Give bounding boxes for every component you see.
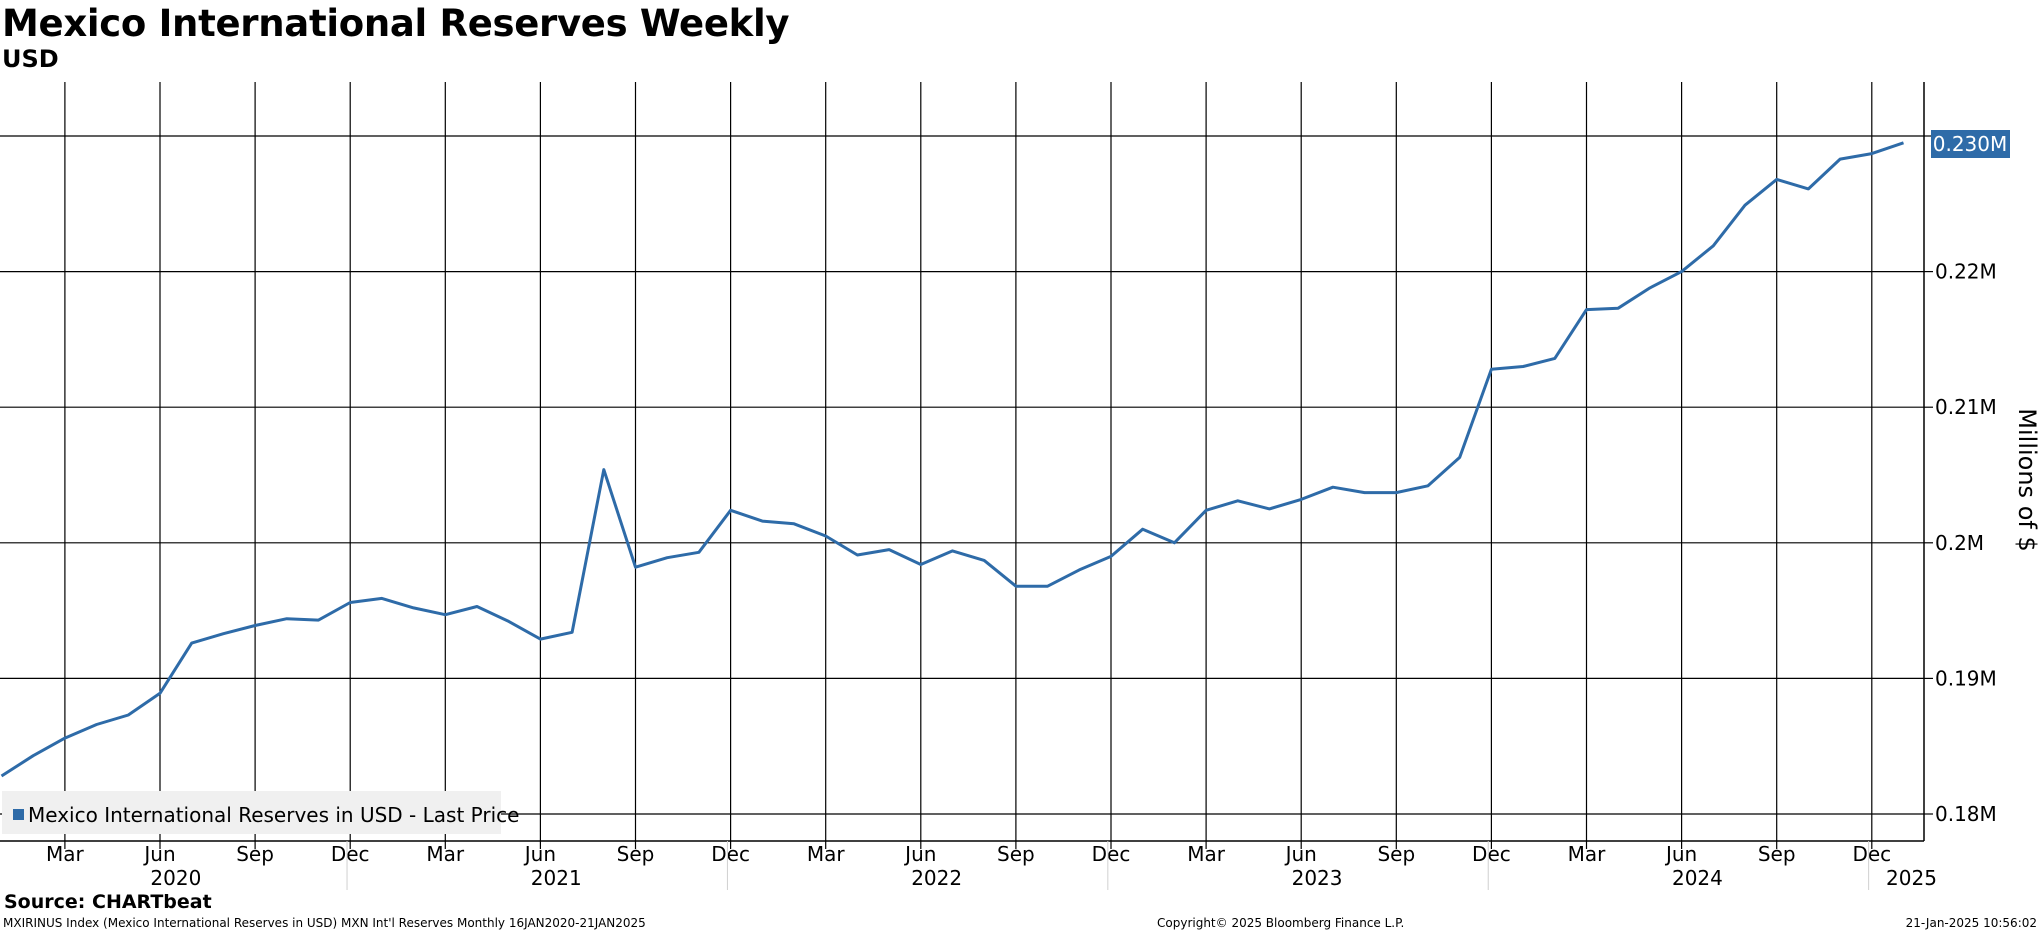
legend-background xyxy=(2,791,501,834)
x-month-label: Dec xyxy=(711,842,750,866)
last-price-label: 0.230M xyxy=(1931,130,2010,158)
series-line xyxy=(0,141,1904,778)
chart-subtitle: USD xyxy=(2,45,59,73)
x-month-label: Mar xyxy=(426,842,465,866)
x-axis: Mar Jun Sep Dec Mar Jun Sep Dec Mar Jun Sep Dec Mar J… xyxy=(46,841,1937,890)
y-tick-label: 0.22M xyxy=(1935,260,1997,284)
footer-timestamp: 21-Jan-2025 10:56:02 xyxy=(1905,916,2037,930)
x-year-label: 2024 xyxy=(1672,866,1723,890)
y-tick-label: 0.19M xyxy=(1935,666,1997,690)
x-month-label: Dec xyxy=(331,842,370,866)
x-month-label: Dec xyxy=(1852,842,1891,866)
y-axis: 0.18M 0.19M 0.2M 0.21M 0.22M xyxy=(1924,135,1997,826)
x-year-label: 2025 xyxy=(1886,866,1937,890)
footer-series-info: MXIRINUS Index (Mexico International Res… xyxy=(3,916,646,930)
x-month-label: Sep xyxy=(236,842,274,866)
last-price-text: 0.230M xyxy=(1933,132,2008,156)
footer-copyright: Copyright© 2025 Bloomberg Finance L.P. xyxy=(1157,916,1405,930)
x-month-label: Mar xyxy=(807,842,846,866)
x-month-label: Sep xyxy=(1758,842,1796,866)
chart-title: Mexico International Reserves Weekly xyxy=(2,2,790,45)
x-month-label: Jun xyxy=(523,842,556,866)
y-tick-label: 0.18M xyxy=(1935,802,1997,826)
y-tick-label: 0.2M xyxy=(1935,531,1984,555)
x-month-label: Sep xyxy=(997,842,1035,866)
x-month-label: Jun xyxy=(1664,842,1697,866)
x-year-label: 2020 xyxy=(150,866,201,890)
y-axis-label: Millions of $ xyxy=(2013,408,2041,551)
x-year-label: 2023 xyxy=(1292,866,1343,890)
last-price-box xyxy=(1931,130,2010,158)
x-month-label: Dec xyxy=(1092,842,1131,866)
x-month-label: Dec xyxy=(1472,842,1511,866)
grid-lines xyxy=(0,82,1924,841)
legend-label: Mexico International Reserves in USD - L… xyxy=(28,803,519,827)
y-tick-label: 0.21M xyxy=(1935,395,1997,419)
x-year-label: 2021 xyxy=(531,866,582,890)
x-month-label: Mar xyxy=(1187,842,1226,866)
x-month-label: Sep xyxy=(617,842,655,866)
source-note: Source: CHARTbeat xyxy=(4,891,212,913)
x-year-label: 2022 xyxy=(911,866,962,890)
x-month-label: Jun xyxy=(903,842,936,866)
x-month-label: Jun xyxy=(1284,842,1317,866)
legend: Mexico International Reserves in USD - L… xyxy=(2,791,519,834)
x-month-label: Mar xyxy=(46,842,85,866)
x-month-label: Jun xyxy=(142,842,175,866)
x-month-label: Mar xyxy=(1568,842,1607,866)
legend-swatch xyxy=(13,809,24,820)
x-month-label: Sep xyxy=(1377,842,1415,866)
